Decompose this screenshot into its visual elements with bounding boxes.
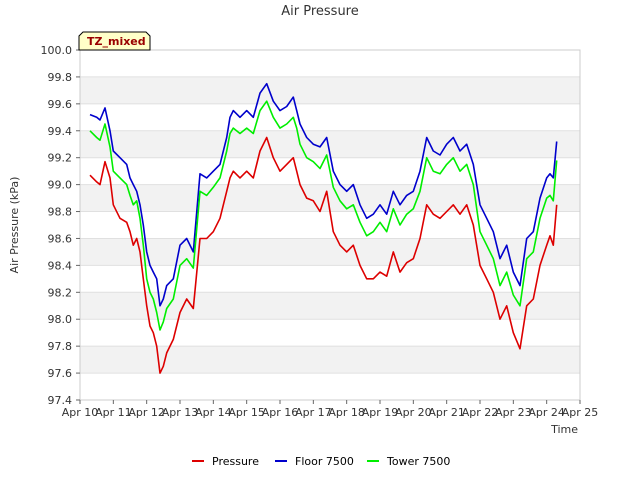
x-tick-label: Apr 13 [162, 406, 199, 419]
legend: Pressure Floor 7500 Tower 7500 [192, 455, 450, 468]
plot-band [80, 373, 580, 400]
series-lines [89, 82, 558, 374]
y-tick-label: 98.2 [48, 286, 73, 299]
plot-background [80, 50, 580, 400]
legend-label-0: Pressure [212, 455, 259, 468]
series-line-1 [89, 82, 558, 307]
y-tick-label: 99.0 [48, 179, 73, 192]
y-tick-label: 98.0 [48, 313, 73, 326]
y-tick-label: 98.8 [48, 206, 73, 219]
x-tick-label: Apr 10 [62, 406, 99, 419]
y-tick-label: 98.4 [48, 259, 73, 272]
chart-title: Air Pressure [281, 4, 359, 19]
x-tick-label: Apr 15 [228, 406, 265, 419]
plot-band [80, 76, 580, 104]
x-tick-label: Apr 14 [195, 406, 232, 419]
plot-band [80, 50, 580, 77]
y-tick-label: 100.0 [41, 44, 73, 57]
y-axis-label: Air Pressure (kPa) [8, 177, 21, 274]
y-tick-label: 98.6 [48, 232, 73, 245]
x-tick-label: Apr 17 [295, 406, 332, 419]
x-tick-label: Apr 16 [262, 406, 299, 419]
y-tick-label: 97.8 [48, 340, 73, 353]
x-tick-label: Apr 12 [128, 406, 165, 419]
x-axis-label: Time [550, 423, 578, 436]
y-axis-ticks: 97.4 97.6 97.8 98.0 98.2 98.4 98.6 98.8 99.0 99.2… [41, 44, 80, 407]
tz-annotation-label: TZ_mixed [87, 35, 146, 48]
plot-band [80, 346, 580, 374]
x-tick-label: Apr 24 [528, 406, 565, 419]
x-tick-label: Apr 19 [362, 406, 399, 419]
y-tick-label: 97.6 [48, 367, 73, 380]
legend-label-2: Tower 7500 [386, 455, 450, 468]
plot-band [80, 103, 580, 131]
x-tick-label: Apr 11 [95, 406, 132, 419]
plot-frame [79, 49, 581, 401]
tz-annotation: TZ_mixed [78, 31, 151, 51]
x-tick-label: Apr 23 [495, 406, 532, 419]
y-tick-label: 99.4 [48, 125, 73, 138]
series-line-2 [89, 100, 558, 331]
y-tick-label: 99.8 [48, 71, 73, 84]
series-line-0 [89, 136, 558, 374]
y-tick-label: 97.4 [48, 394, 73, 407]
legend-label-1: Floor 7500 [295, 455, 354, 468]
x-tick-label: Apr 22 [462, 406, 499, 419]
plot-band [80, 238, 580, 266]
x-tick-label: Apr 18 [328, 406, 365, 419]
y-tick-label: 99.6 [48, 98, 73, 111]
x-tick-label: Apr 25 [562, 406, 599, 419]
x-tick-label: Apr 21 [428, 406, 465, 419]
y-tick-label: 99.2 [48, 152, 73, 165]
plot-band [80, 265, 580, 293]
x-tick-label: Apr 20 [395, 406, 432, 419]
tz-annotation-box [78, 31, 151, 51]
